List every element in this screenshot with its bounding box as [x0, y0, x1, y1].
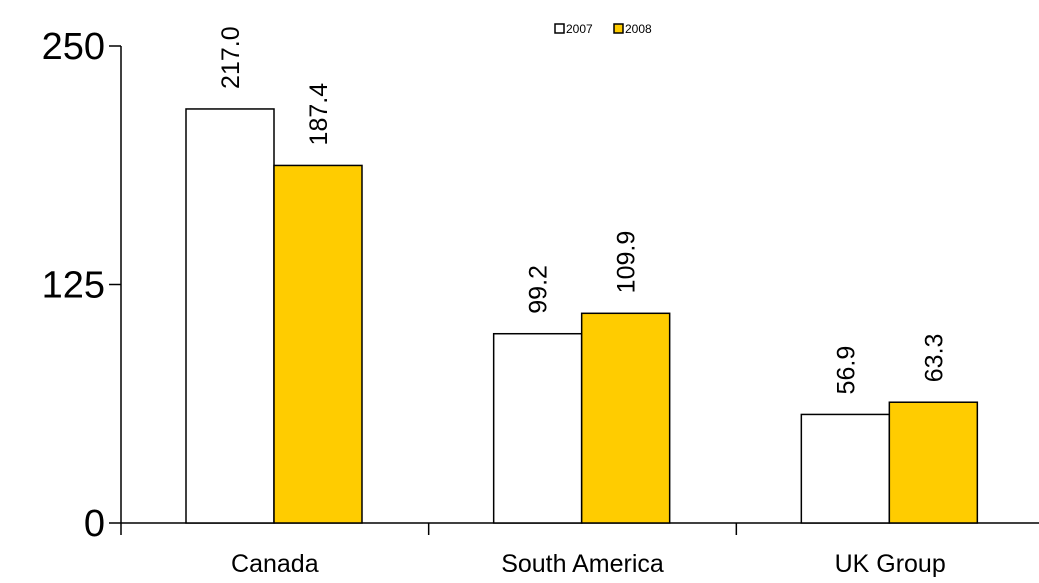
- data-label: 99.2: [525, 265, 553, 314]
- data-label: 217.0: [217, 26, 245, 89]
- y-tick-label: 250: [42, 26, 105, 68]
- bar-2007: [185, 108, 275, 524]
- axes: 0 125 250 Canada South America UK Group: [42, 26, 1039, 578]
- data-labels: 217.0 187.4 99.2 109.9 56.9 63.3: [217, 26, 948, 394]
- legend: 2007 2008: [554, 22, 652, 36]
- category-label: South America: [501, 550, 664, 578]
- category-label: Canada: [231, 550, 319, 578]
- bar-2007: [492, 332, 583, 524]
- data-label: 187.4: [305, 83, 333, 146]
- bar-2007: [800, 413, 891, 524]
- category-label: UK Group: [835, 550, 946, 578]
- bar-2008: [580, 312, 671, 524]
- data-label: 109.9: [613, 231, 641, 294]
- legend-swatch: [554, 23, 565, 34]
- legend-swatch: [613, 23, 624, 34]
- legend-label: 2007: [566, 22, 593, 36]
- data-label: 63.3: [920, 334, 948, 383]
- data-label: 56.9: [832, 346, 860, 395]
- bar-2008: [273, 164, 363, 524]
- y-tick-label: 0: [84, 503, 105, 545]
- bar-2008: [888, 401, 979, 524]
- bars: [185, 108, 979, 524]
- y-tick-label: 125: [42, 265, 105, 307]
- legend-label: 2008: [625, 22, 652, 36]
